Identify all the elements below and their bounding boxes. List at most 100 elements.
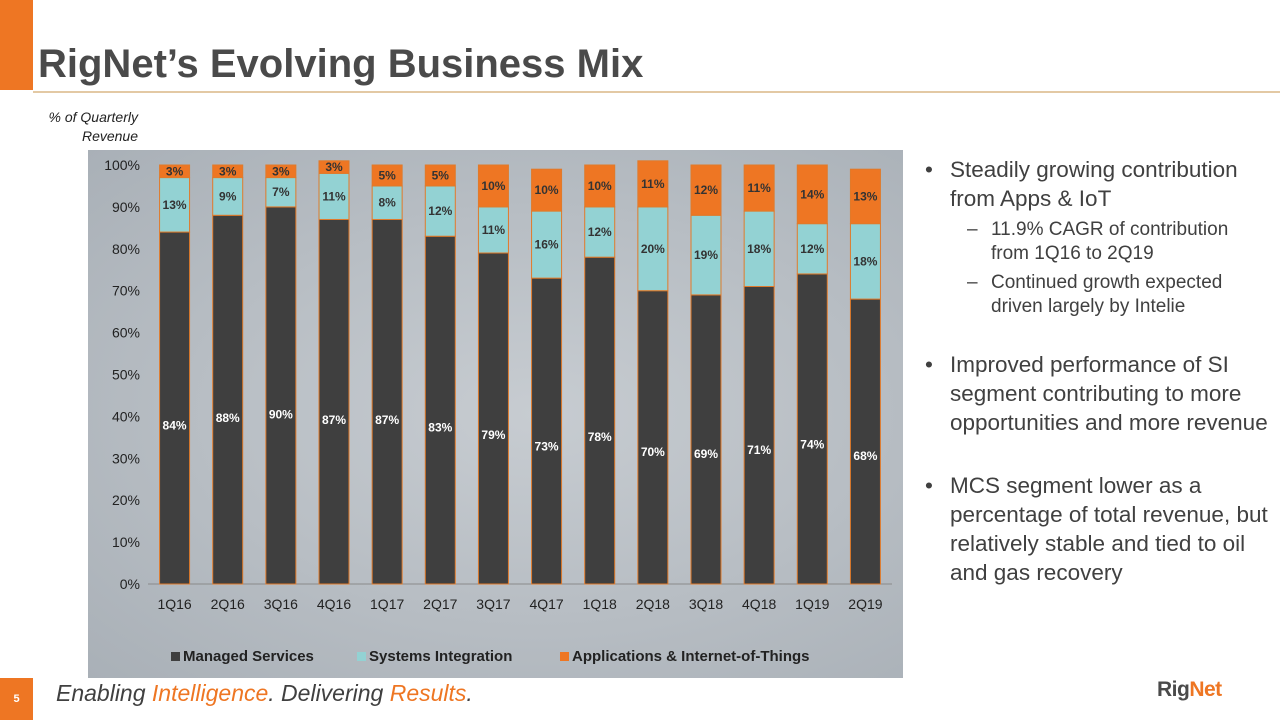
- y-tick-label: 100%: [104, 157, 140, 173]
- data-label: 18%: [747, 242, 771, 256]
- bar-segment: [743, 210, 775, 288]
- legend-item-systems-integration: Systems Integration: [357, 648, 512, 665]
- data-label: 3%: [325, 160, 343, 174]
- bar-segment: [849, 168, 881, 225]
- bar-segment: [796, 164, 828, 225]
- data-label: 84%: [163, 419, 187, 433]
- bar-segment: [212, 177, 244, 216]
- data-label: 16%: [535, 238, 559, 252]
- bar-segment: [477, 164, 509, 208]
- data-label: 3%: [272, 164, 290, 178]
- data-label: 19%: [694, 248, 718, 262]
- bar-segment: [796, 223, 828, 275]
- data-label: 10%: [588, 179, 612, 193]
- bar-segment: [531, 168, 563, 212]
- bar-segment: [212, 214, 244, 585]
- bar-segment: [159, 231, 191, 585]
- bullet-2: Improved performance of SI segment contr…: [925, 350, 1270, 437]
- data-label: 12%: [694, 183, 718, 197]
- sub-bullet-1b: Continued growth expected driven largely…: [925, 271, 1270, 319]
- data-label: 78%: [588, 430, 612, 444]
- bar-segment: [584, 164, 616, 208]
- y-tick-label: 30%: [112, 450, 140, 466]
- y-tick-label: 50%: [112, 367, 140, 383]
- data-label: 7%: [272, 185, 290, 199]
- y-tick-label: 70%: [112, 283, 140, 299]
- data-label: 87%: [375, 413, 399, 427]
- data-label: 10%: [535, 183, 559, 197]
- x-tick-label: 2Q19: [848, 596, 882, 612]
- data-label: 14%: [800, 187, 824, 201]
- title-divider: [33, 91, 1280, 93]
- bar-segment: [849, 298, 881, 585]
- bar-segment: [690, 164, 722, 216]
- bar-segment: [159, 164, 191, 179]
- x-tick-label: 3Q16: [264, 596, 298, 612]
- data-label: 73%: [535, 439, 559, 453]
- bar-segment: [159, 177, 191, 233]
- y-tick-label: 60%: [112, 325, 140, 341]
- chart-legend: Managed Services Systems Integration App…: [88, 648, 903, 670]
- stacked-bar-chart: 0% 10% 20% 30% 40% 50% 60% 70% 80% 90% 100% 84% 13% 3…: [104, 157, 892, 612]
- sub-bullet-1a: 11.9% CAGR of contribution from 1Q16 to …: [925, 218, 1270, 266]
- footer-intelligence: Intelligence: [151, 680, 269, 706]
- x-tick-label: 2Q18: [636, 596, 670, 612]
- data-label: 11%: [322, 189, 346, 203]
- data-label: 11%: [641, 177, 665, 191]
- bar-segment: [531, 277, 563, 585]
- bar-segment: [584, 206, 616, 258]
- y-axis-caption: % of Quarterly Revenue: [30, 108, 138, 146]
- y-tick-label: 80%: [112, 241, 140, 257]
- legend-label-apps-iot: Applications & Internet-of-Things: [572, 648, 810, 665]
- data-label: 5%: [432, 168, 450, 182]
- bar-segment: [743, 164, 775, 212]
- data-label: 3%: [219, 164, 237, 178]
- y-axis-caption-line2: Revenue: [81, 128, 138, 144]
- rignet-logo: RigNet: [1157, 678, 1222, 702]
- data-label: 10%: [481, 179, 505, 193]
- bar-segment: [265, 164, 297, 179]
- bullet-group-1: Steadily growing contribution from Apps …: [925, 155, 1270, 319]
- data-label: 13%: [853, 189, 877, 203]
- x-tick-label: 1Q17: [370, 596, 404, 612]
- accent-bar-top: [0, 0, 33, 90]
- y-tick-label: 40%: [112, 408, 140, 424]
- data-label: 12%: [428, 204, 452, 218]
- y-tick-label: 10%: [112, 534, 140, 550]
- chart-panel: 0% 10% 20% 30% 40% 50% 60% 70% 80% 90% 100% 84% 13% 3…: [88, 150, 903, 678]
- data-label: 11%: [747, 181, 771, 195]
- logo-part2: Net: [1189, 678, 1222, 701]
- bar-segment: [796, 273, 828, 585]
- accent-bar-bottom: [0, 678, 33, 720]
- data-label: 8%: [378, 196, 396, 210]
- x-tick-label: 3Q18: [689, 596, 723, 612]
- bar-segment: [424, 164, 456, 187]
- legend-label-systems-integration: Systems Integration: [369, 648, 513, 665]
- bullet-3: MCS segment lower as a percentage of tot…: [925, 471, 1270, 587]
- data-label: 83%: [428, 421, 452, 435]
- x-tick-label: 4Q17: [529, 596, 563, 612]
- y-tick-label: 20%: [112, 492, 140, 508]
- bar-segment: [318, 160, 350, 174]
- footer-part1: Enabling: [56, 680, 152, 706]
- legend-swatch-apps-iot: [560, 652, 569, 661]
- bar-segment: [371, 218, 403, 585]
- data-label: 11%: [482, 223, 506, 237]
- slide-title: RigNet’s Evolving Business Mix: [38, 42, 644, 86]
- bar-segment: [584, 256, 616, 585]
- data-label: 18%: [853, 254, 877, 268]
- legend-swatch-systems-integration: [357, 652, 366, 661]
- data-label: 69%: [694, 447, 718, 461]
- logo-part1: Rig: [1157, 678, 1190, 701]
- data-label: 12%: [588, 225, 612, 239]
- data-label: 3%: [166, 164, 184, 178]
- x-tick-label: 1Q19: [795, 596, 829, 612]
- bar-segment: [265, 206, 297, 585]
- footer-part3: . Delivering: [268, 680, 390, 706]
- bar-segment: [477, 206, 509, 254]
- x-tick-label: 3Q17: [476, 596, 510, 612]
- y-tick-label: 0%: [120, 576, 140, 592]
- bar-segment: [743, 286, 775, 585]
- bar-segment: [531, 210, 563, 279]
- data-label: 68%: [853, 449, 877, 463]
